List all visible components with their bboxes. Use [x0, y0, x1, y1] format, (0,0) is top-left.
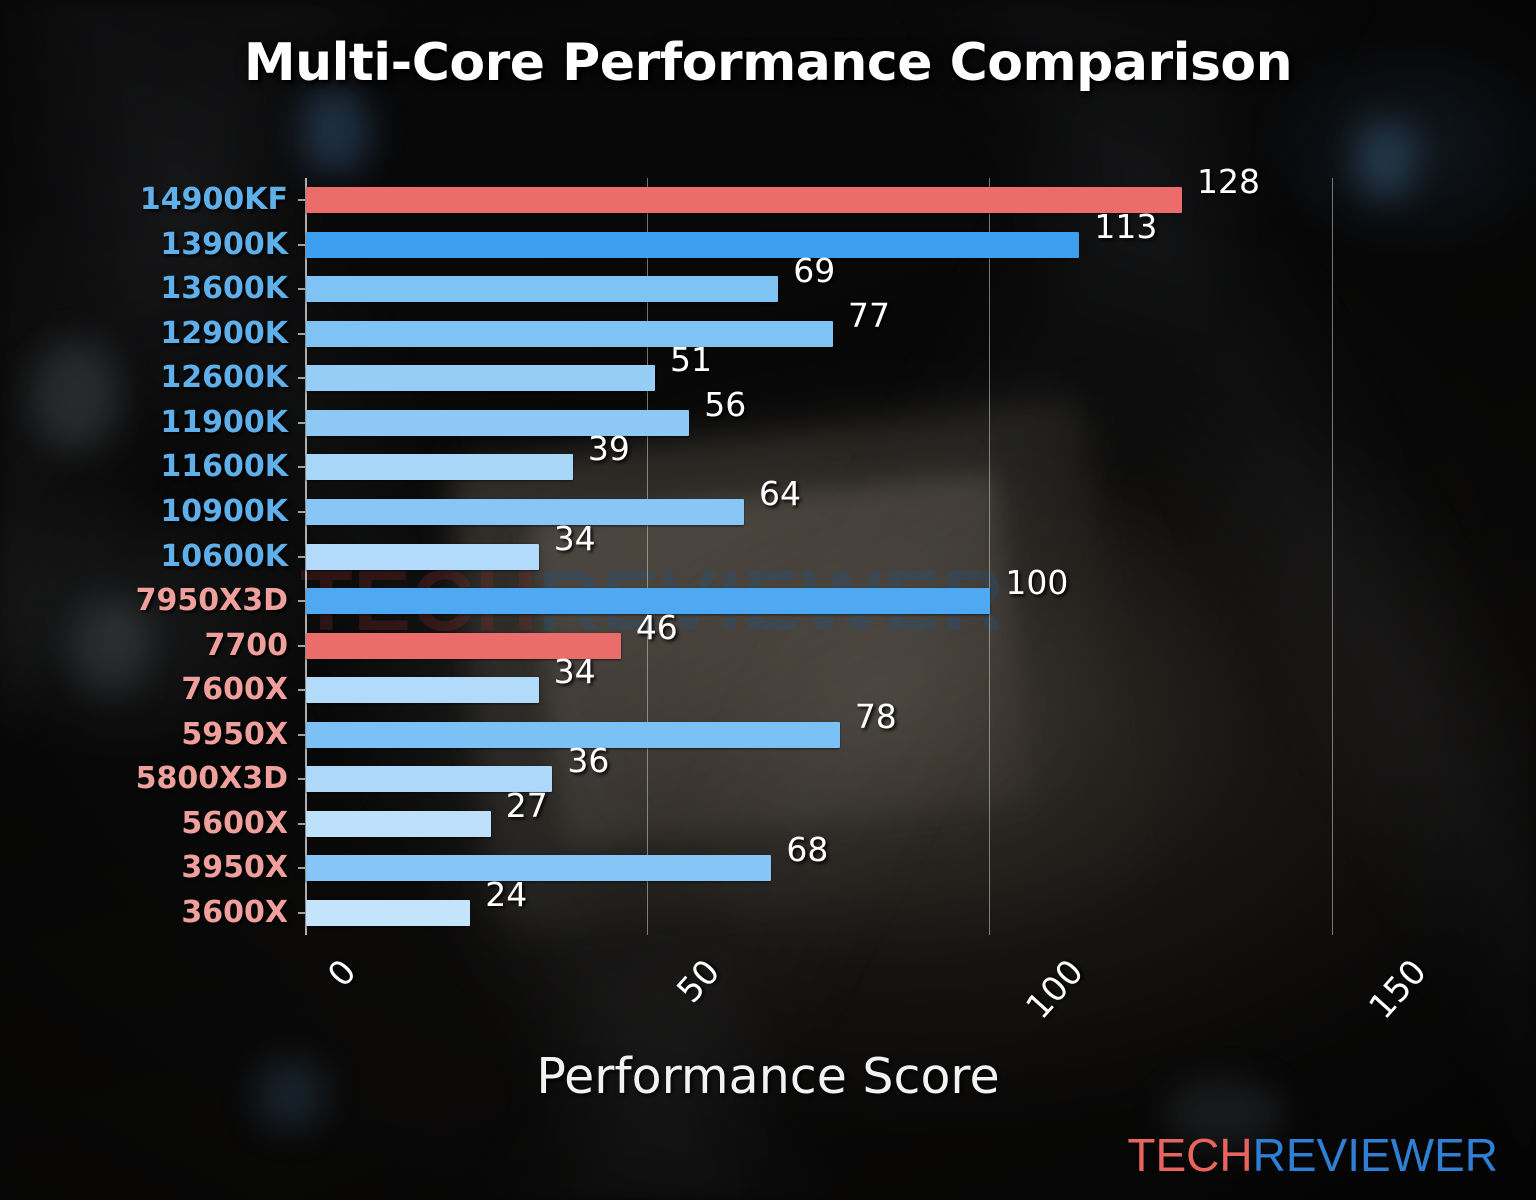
brand-logo: TECHREVIEWER [1127, 1128, 1498, 1182]
bar [306, 276, 779, 303]
y-axis-tick [298, 911, 305, 914]
category-label-3950x: 3950X [181, 850, 288, 886]
category-label-13600k: 13600K [160, 271, 288, 307]
brand-logo-primary: TECH [1127, 1129, 1253, 1181]
y-axis-tick [298, 199, 305, 202]
category-label-7950x3d: 7950X3D [135, 583, 288, 619]
gridline [1331, 178, 1333, 935]
y-axis-tick [298, 288, 305, 291]
y-axis-tick [298, 689, 305, 692]
bar-value-label: 34 [553, 518, 596, 558]
x-axis-label: Performance Score [536, 1048, 1000, 1105]
bar [306, 588, 991, 615]
bar-value-label: 64 [759, 473, 801, 513]
y-axis-tick [298, 778, 305, 781]
bar [306, 632, 621, 659]
bar-value-label: 34 [553, 652, 596, 692]
bar [306, 187, 1182, 214]
bar [306, 766, 553, 793]
category-label-12600k: 12600K [160, 360, 288, 396]
bar-value-label: 69 [793, 251, 836, 291]
gridline [989, 178, 991, 935]
category-label-5600x: 5600X [181, 805, 288, 841]
category-label-7700: 7700 [204, 627, 289, 663]
y-axis-tick [298, 421, 305, 424]
bar [306, 409, 690, 436]
bar-value-label: 113 [1094, 206, 1158, 246]
bar-value-label: 128 [1197, 162, 1260, 202]
category-label-7600x: 7600X [181, 672, 288, 708]
category-label-3600x: 3600X [181, 894, 288, 930]
y-axis-tick [298, 243, 305, 246]
bar-value-label: 46 [635, 607, 678, 647]
bar [306, 810, 491, 837]
category-label-13900k: 13900K [160, 226, 288, 262]
category-label-5950x: 5950X [181, 716, 288, 752]
bar [306, 677, 539, 704]
y-axis-tick [298, 644, 305, 647]
bar-value-label: 78 [854, 696, 897, 736]
bar [306, 855, 772, 882]
category-label-12900k: 12900K [160, 315, 288, 351]
brand-logo-secondary: REVIEWER [1252, 1129, 1498, 1181]
bar-value-label: 51 [670, 340, 713, 380]
bar-value-label: 36 [567, 741, 610, 781]
category-label-5800x3d: 5800X3D [135, 761, 288, 797]
category-label-10900k: 10900K [160, 493, 288, 529]
y-axis-tick [298, 600, 305, 603]
bar [306, 365, 656, 392]
bar-value-label: 68 [786, 830, 829, 870]
y-axis-tick [298, 867, 305, 870]
category-label-11900k: 11900K [160, 404, 288, 440]
bar [306, 543, 539, 570]
y-axis-tick [298, 555, 305, 558]
y-axis-tick [298, 377, 305, 380]
bar [306, 454, 573, 481]
bar-value-label: 27 [505, 785, 548, 825]
y-axis-tick [298, 332, 305, 335]
y-axis-tick [298, 510, 305, 513]
chart-title: Multi-Core Performance Comparison [243, 33, 1293, 93]
bar [306, 498, 744, 525]
bar [306, 721, 840, 748]
category-label-10600k: 10600K [160, 538, 288, 574]
bar-value-label: 100 [1005, 563, 1069, 603]
bar-value-label: 24 [485, 874, 528, 914]
bar-value-label: 39 [587, 429, 630, 469]
gridline [647, 178, 649, 935]
plot-area: 128 113 69 77 51 56 39 64 34 100 46 34 78 36 27 68 24 [298, 165, 1400, 935]
category-label-11600k: 11600K [160, 449, 288, 485]
bar [306, 231, 1080, 258]
y-axis-tick [298, 822, 305, 825]
y-axis-tick [298, 466, 305, 469]
bar-value-label: 56 [704, 384, 747, 424]
y-axis-tick [298, 733, 305, 736]
bar-value-label: 77 [847, 295, 890, 335]
bar [306, 899, 471, 926]
category-label-14900kf: 14900KF [139, 182, 288, 218]
bar [306, 320, 833, 347]
